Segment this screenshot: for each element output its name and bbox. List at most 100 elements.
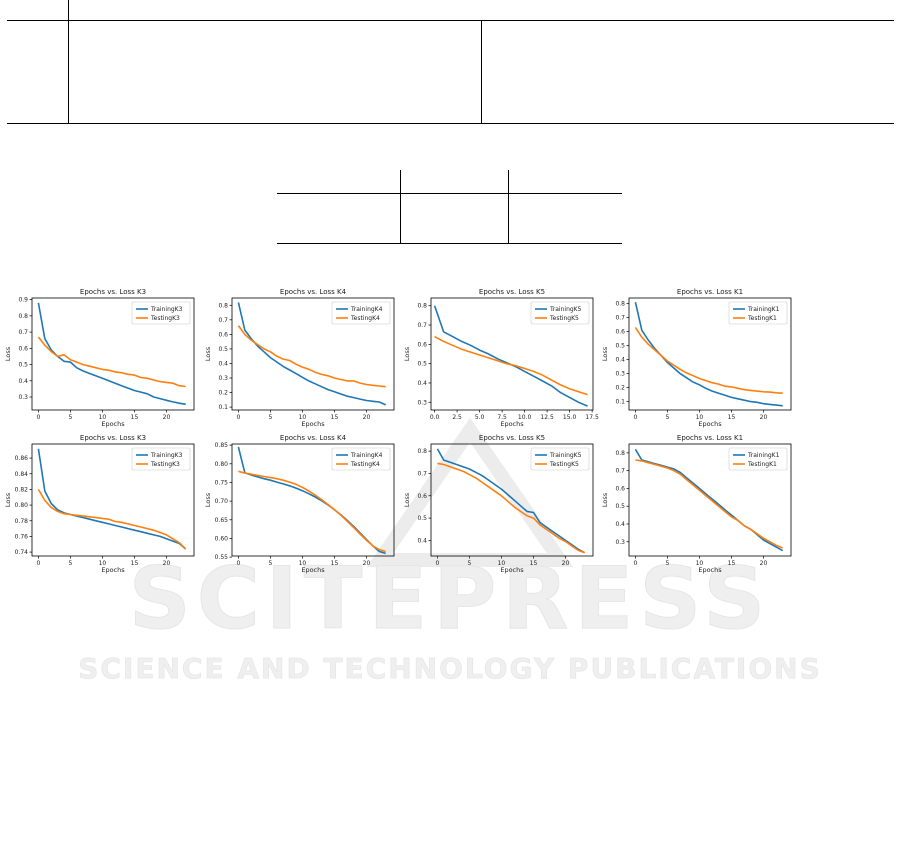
y-axis-label: Loss (4, 492, 12, 507)
y-axis-label: Loss (403, 492, 411, 507)
x-axis-label: Epochs (101, 566, 125, 574)
chart-svg: Epochs vs. Loss K4 0 5 10 15 20 0.1 0.2 0.3 0.4 0.… (204, 288, 395, 428)
chart-svg: Epochs vs. Loss K1 0 5 10 15 20 0.1 0.2 0.3 0.4 0.… (601, 288, 792, 428)
chart-svg: Epochs vs. Loss K50 5 10 15 200.40.50.60.70.… (403, 434, 594, 574)
x-tick-label: 20 (163, 414, 171, 421)
x-tick-label: 15 (131, 414, 139, 421)
y-tick-label: 0.7 (18, 329, 28, 336)
x-axis-label: Epochs (101, 420, 125, 428)
legend-entry: TestingK1 (747, 315, 777, 322)
legend-entry: TrainingK5 (549, 306, 582, 313)
table-top-rule (277, 193, 622, 194)
y-tick-label: 0.5 (417, 361, 427, 368)
legend-entry: TestingK1 (747, 461, 777, 468)
x-tick-label: 20 (363, 560, 371, 567)
loss-chart: Epochs vs. Loss K5 0.0 2.5 5.0 7.5 10.0 12.5 15… (401, 284, 599, 428)
x-tick-label: 20 (363, 414, 371, 421)
x-axis-label: Epochs (698, 566, 722, 574)
x-axis-label: Epochs (500, 420, 524, 428)
y-tick-label: 0.7 (417, 470, 427, 477)
y-tick-label: 0.5 (615, 343, 625, 350)
x-tick-label: 20 (760, 560, 768, 567)
y-tick-label: 0.5 (615, 503, 625, 510)
x-tick-label: 10 (299, 414, 307, 421)
y-tick-label: 0.8 (615, 450, 625, 457)
y-tick-label: 0.75 (215, 479, 229, 486)
legend-entry: TrainingK5 (549, 452, 582, 459)
loss-chart: Epochs vs. Loss K4 0 5 10 15 20 0.55 0.60 0.65 0.… (202, 430, 400, 574)
y-tick-label: 0.9 (18, 297, 28, 304)
y-tick-label: 0.80 (15, 502, 29, 509)
x-tick-label: 15 (331, 560, 339, 567)
chart-svg: Epochs vs. Loss K5 0.0 2.5 5.0 7.5 10.0 12.5 15… (403, 288, 599, 428)
legend-entry: TestingK4 (350, 461, 380, 468)
y-tick-label: 0.3 (417, 399, 427, 406)
chart-svg: Epochs vs. Loss K3 0 5 10 15 20 0.3 0.4 0.5 0.6 0.… (4, 288, 195, 428)
table-vertical-rule (481, 20, 482, 124)
y-tick-label: 0.80 (215, 461, 229, 468)
y-tick-label: 0.8 (18, 313, 28, 320)
plot-frame (31, 297, 195, 411)
x-tick-label: 0 (435, 560, 439, 567)
legend-entry: TestingK4 (350, 315, 380, 322)
x-tick-label: 5 (666, 414, 670, 421)
x-axis-label: Epochs (301, 420, 325, 428)
y-tick-label: 0.8 (218, 302, 228, 309)
table-bottom-rule (7, 123, 894, 124)
y-tick-label: 0.3 (615, 371, 625, 378)
y-tick-label: 0.3 (218, 375, 228, 382)
y-tick-label: 0.2 (615, 385, 625, 392)
y-axis-label: Loss (403, 346, 411, 361)
x-tick-label: 0 (36, 560, 40, 567)
x-axis-label: Epochs (301, 566, 325, 574)
chart-title: Epochs vs. Loss K1 (677, 288, 743, 296)
series-line-TrainingK3 (37, 448, 187, 550)
x-tick-label: 2.5 (452, 414, 462, 421)
y-tick-label: 0.5 (218, 346, 228, 353)
chart-title: Epochs vs. Loss K4 (280, 434, 347, 442)
plot-frame (430, 297, 594, 411)
chart-title: Epochs vs. Loss K3 (80, 434, 146, 442)
series-line-TrainingK1 (634, 448, 784, 552)
y-tick-label: 0.8 (615, 301, 625, 308)
x-tick-label: 5 (468, 560, 472, 567)
legend-entry: TestingK3 (150, 315, 180, 322)
legend-entry: TestingK3 (150, 461, 180, 468)
legend-entry: TestingK5 (549, 315, 579, 322)
y-tick-label: 0.60 (215, 535, 229, 542)
x-tick-label: 15 (131, 560, 139, 567)
legend-entry: TrainingK1 (747, 452, 780, 459)
chart-svg: Epochs vs. Loss K3 0 5 10 15 20 0.74 0.76 0.78 0.… (4, 434, 195, 574)
plot-frame (231, 297, 395, 411)
y-tick-label: 0.6 (218, 331, 228, 338)
x-tick-label: 5 (666, 560, 670, 567)
y-tick-label: 0.8 (417, 303, 427, 310)
table-vertical-rule (508, 170, 509, 244)
y-tick-label: 0.74 (15, 549, 29, 556)
y-tick-label: 0.6 (615, 329, 625, 336)
x-tick-label: 10 (696, 560, 704, 567)
y-tick-label: 0.7 (417, 322, 427, 329)
x-tick-label: 15 (728, 560, 736, 567)
series-line-TestingK3 (37, 488, 187, 550)
loss-chart: Epochs vs. Loss K5 0 5 10 15 20 0.4 0.5 0.6 0.7 0.… (401, 430, 599, 574)
y-tick-label: 0.4 (615, 521, 625, 528)
y-tick-label: 0.4 (218, 360, 228, 367)
x-tick-label: 12.5 (540, 414, 554, 421)
y-tick-label: 0.4 (615, 357, 625, 364)
x-tick-label: 0 (236, 560, 240, 567)
x-tick-label: 15 (530, 560, 538, 567)
series-line-TestingK1 (635, 459, 784, 549)
x-tick-label: 17.5 (585, 414, 599, 421)
y-tick-label: 0.82 (15, 486, 29, 493)
x-tick-label: 0 (633, 414, 637, 421)
x-tick-label: 20 (163, 560, 171, 567)
series-line-TestingK4 (237, 325, 386, 388)
x-tick-label: 0 (36, 414, 40, 421)
table-vertical-rule (400, 170, 401, 244)
legend-entry: TrainingK3 (150, 452, 183, 459)
y-tick-label: 0.3 (615, 539, 625, 546)
table-header-rule (7, 20, 894, 21)
y-tick-label: 0.8 (417, 448, 427, 455)
x-tick-label: 10 (696, 414, 704, 421)
